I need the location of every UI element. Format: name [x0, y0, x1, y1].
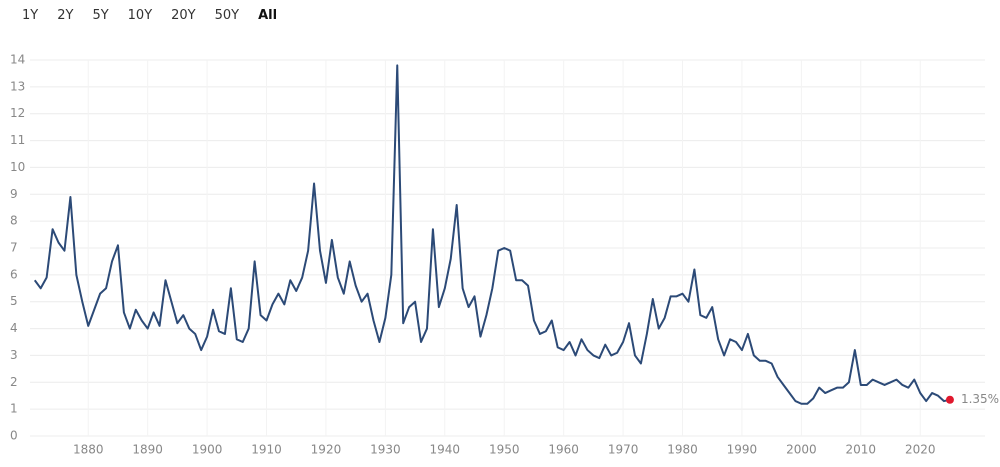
x-tick-label: 1900 — [192, 443, 223, 457]
x-tick-label: 1930 — [370, 443, 401, 457]
x-tick-label: 1940 — [430, 443, 461, 457]
range-button[interactable]: 50Y — [214, 8, 240, 23]
y-tick-label: 4 — [10, 321, 18, 335]
y-tick-label: 0 — [10, 429, 18, 443]
y-tick-label: 3 — [10, 348, 18, 362]
x-tick-label: 2020 — [905, 443, 936, 457]
y-tick-label: 13 — [10, 79, 25, 93]
range-button[interactable]: 20Y — [171, 8, 196, 23]
x-tick-label: 2010 — [846, 443, 877, 457]
x-tick-label: 1950 — [489, 443, 520, 457]
range-selector: 1Y 2Y 5Y 10Y 20Y 50Y All — [22, 8, 296, 23]
line-series — [33, 64, 951, 405]
range-button[interactable]: 10Y — [127, 8, 153, 23]
y-tick-label: 9 — [10, 187, 18, 201]
range-button[interactable]: 2Y — [57, 8, 74, 23]
y-tick-label: 7 — [10, 241, 18, 255]
range-button[interactable]: 5Y — [92, 8, 109, 23]
y-tick-label: 1 — [10, 402, 18, 416]
end-label: 1.35% — [961, 392, 999, 406]
range-button[interactable]: All — [258, 8, 278, 23]
y-tick-label: 14 — [10, 53, 25, 67]
y-tick-label: 12 — [10, 106, 25, 120]
x-tick-label: 1890 — [132, 443, 163, 457]
y-tick-label: 11 — [10, 133, 25, 147]
x-tick-label: 1920 — [311, 443, 342, 457]
y-tick-label: 10 — [10, 160, 25, 174]
y-tick-label: 8 — [10, 214, 18, 228]
x-tick-label: 1990 — [727, 443, 758, 457]
end-point — [945, 395, 954, 404]
range-button[interactable]: 1Y — [22, 8, 39, 23]
y-tick-label: 6 — [10, 267, 18, 281]
x-tick-label: 1970 — [608, 443, 639, 457]
y-tick-label: 2 — [10, 375, 18, 389]
x-tick-label: 1880 — [73, 443, 104, 457]
x-tick-label: 1960 — [548, 443, 579, 457]
x-tick-label: 2000 — [786, 443, 817, 457]
x-tick-label: 1910 — [251, 443, 282, 457]
x-tick-label: 1980 — [667, 443, 698, 457]
y-tick-label: 5 — [10, 294, 18, 308]
